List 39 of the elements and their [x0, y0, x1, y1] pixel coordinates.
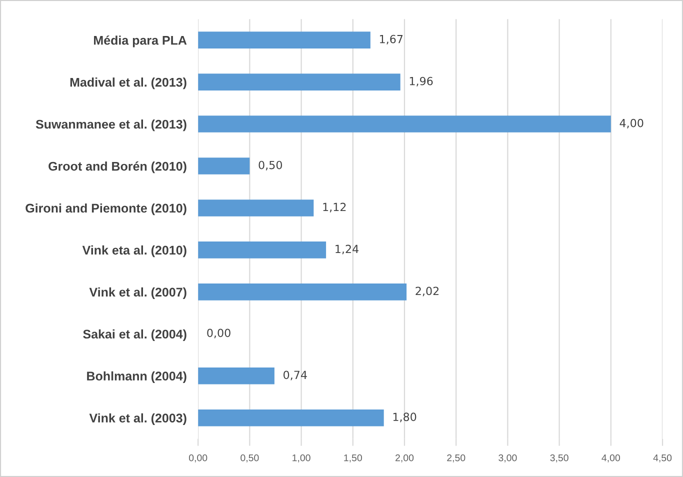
data-label: 1,24: [336, 244, 358, 254]
y-tick-label: Vink et al. (2007): [89, 287, 186, 300]
y-tick-label: Vink et al. (2003): [89, 413, 186, 425]
data-label: 0,00: [207, 328, 230, 338]
x-tick-label: 1,50: [344, 454, 362, 462]
y-tick-label: Gironi and Piemonte (2010): [26, 203, 186, 216]
bar: [198, 284, 407, 300]
data-label: 0,50: [258, 160, 282, 170]
y-tick-label: Madival et al. (2013): [70, 78, 186, 90]
data-label: 1,96: [410, 76, 433, 86]
x-tick-label: 3,00: [498, 454, 517, 462]
bar: [198, 32, 370, 48]
data-label: 1,67: [380, 34, 403, 44]
x-tick-label: 4,50: [653, 454, 672, 462]
y-tick-label: Média para PLA: [94, 35, 187, 48]
x-tick-label: 2,50: [447, 454, 466, 462]
x-tick-label: 4,00: [602, 454, 620, 462]
data-label: 1,12: [323, 202, 346, 212]
bar: [198, 242, 326, 258]
y-tick-label: Suwanmanee et al. (2013): [36, 119, 186, 132]
data-label: 4,00: [620, 118, 644, 128]
data-label: 1,80: [393, 412, 416, 422]
bar: [198, 116, 611, 132]
data-label: 2,02: [416, 286, 439, 296]
data-label: 0,74: [284, 370, 307, 380]
bar: [198, 158, 250, 174]
bar: [198, 74, 400, 90]
y-tick-label: Groot and Borén (2010): [48, 161, 186, 174]
y-tick-label: Bohlmann (2004): [87, 371, 186, 383]
x-tick-label: 3,50: [550, 454, 568, 462]
x-tick-label: 0,00: [188, 454, 208, 462]
y-tick-label: Vink eta al. (2010): [82, 245, 186, 258]
bar: [198, 200, 314, 216]
bar: [198, 367, 274, 384]
x-tick-label: 1,00: [292, 454, 310, 462]
x-tick-label: 0,50: [240, 454, 259, 462]
y-tick-label: Sakai et al. (2004): [83, 329, 186, 342]
bar: [198, 409, 384, 426]
x-tick-label: 2,00: [396, 454, 414, 462]
